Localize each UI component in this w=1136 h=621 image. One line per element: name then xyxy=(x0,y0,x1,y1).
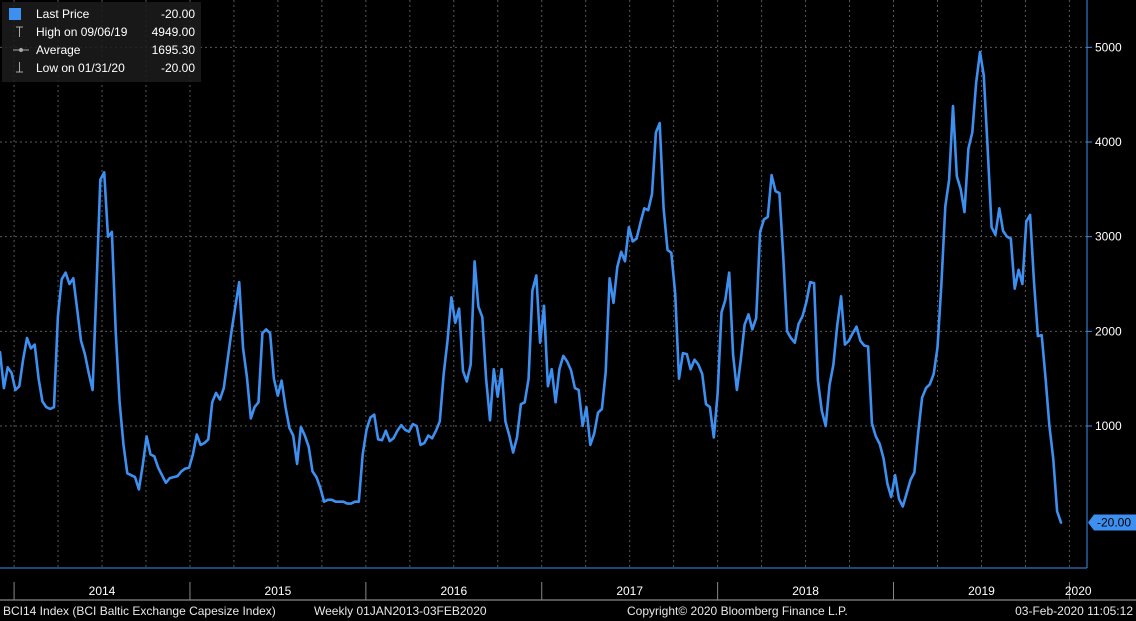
footer-timestamp: 03-Feb-2020 11:05:12 xyxy=(1015,604,1133,618)
x-tick-label: 2020 xyxy=(1065,584,1092,598)
x-tick-label: 2017 xyxy=(616,584,643,598)
last-value-tag-label: -20.00 xyxy=(1097,516,1131,530)
y-tick-label: 3000 xyxy=(1095,230,1122,244)
chart-grid xyxy=(0,0,1087,568)
chart-canvas: 2014 2015 2016 2017 2018 2019 2020 5000 4000 300… xyxy=(0,0,1136,601)
footer-frequency-range: Weekly 01JAN2013-03FEB2020 xyxy=(314,604,487,618)
chart-footer: BCI14 Index (BCI Baltic Exchange Capesiz… xyxy=(0,602,1136,621)
low-marker-icon xyxy=(16,62,23,73)
x-tick-label: 2016 xyxy=(440,584,467,598)
legend-value: -20.00 xyxy=(160,7,195,21)
legend-value: 4949.00 xyxy=(151,25,195,39)
legend-value: 1695.30 xyxy=(151,43,195,57)
square-swatch-icon xyxy=(9,8,21,20)
legend-label: Average xyxy=(36,43,81,57)
legend-box: Last Price -20.00 High on 09/06/19 4949.… xyxy=(2,2,201,82)
x-axis: 2014 2015 2016 2017 2018 2019 2020 xyxy=(0,567,1136,601)
legend-label: Last Price xyxy=(36,7,90,21)
x-tick-label: 2014 xyxy=(89,584,116,598)
y-tick-label: 5000 xyxy=(1095,40,1122,54)
x-tick-label: 2018 xyxy=(792,584,819,598)
y-tick-label: 2000 xyxy=(1095,324,1122,338)
x-tick-label: 2015 xyxy=(265,584,292,598)
high-marker-icon xyxy=(16,26,23,37)
footer-copyright: Copyright© 2020 Bloomberg Finance L.P. xyxy=(627,604,848,618)
legend-entry-last-price: Last Price -20.00 xyxy=(2,5,201,23)
legend-value: -20.00 xyxy=(160,61,195,75)
last-value-tag-background xyxy=(1088,514,1136,531)
legend-label: High on 09/06/19 xyxy=(36,25,128,39)
y-tick-label: 4000 xyxy=(1095,135,1122,149)
y-axis: 5000 4000 3000 2000 1000 xyxy=(1086,0,1122,568)
legend-entry-average: Average 1695.30 xyxy=(2,41,201,59)
legend-label: Low on 01/31/20 xyxy=(36,61,125,75)
y-tick-label: 1000 xyxy=(1095,419,1122,433)
series-line-last-price xyxy=(0,50,1063,524)
x-tick-label: 2019 xyxy=(968,584,995,598)
last-value-tag: -20.00 xyxy=(1088,514,1136,531)
footer-security: BCI14 Index (BCI Baltic Exchange Capesiz… xyxy=(3,604,276,618)
legend-entry-high: High on 09/06/19 4949.00 xyxy=(2,23,201,41)
legend-entry-low: Low on 01/31/20 -20.00 xyxy=(2,59,201,77)
average-line-icon xyxy=(13,48,29,52)
